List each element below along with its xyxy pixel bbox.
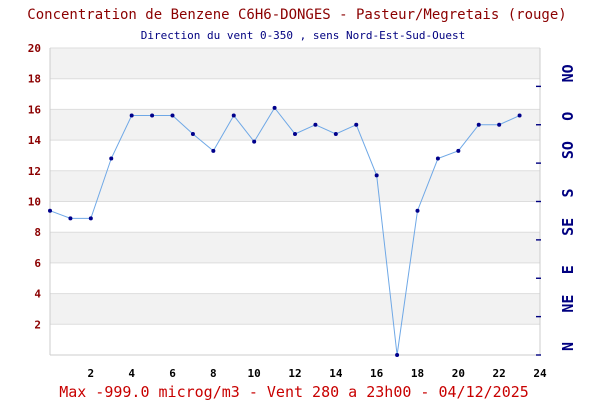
y-tick-label: 20	[28, 42, 41, 55]
direction-tick-label: O	[559, 112, 577, 121]
y-tick-label: 10	[28, 196, 41, 209]
data-point	[456, 148, 461, 153]
y-tick-label: 2	[34, 318, 41, 331]
grid-band	[50, 140, 540, 171]
x-tick-label: 6	[169, 367, 176, 380]
data-point	[293, 131, 297, 136]
data-point	[333, 131, 338, 136]
data-point	[272, 105, 277, 110]
x-tick-label: 10	[248, 367, 261, 380]
data-point	[170, 113, 175, 118]
chart-subtitle: Direction du vent 0-350 , sens Nord-Est-…	[141, 29, 466, 42]
grid-band	[50, 201, 540, 233]
data-point	[517, 113, 522, 118]
x-tick-label: 24	[533, 367, 547, 380]
grid-bands	[50, 47, 540, 355]
grid-band	[50, 78, 540, 110]
data-point	[231, 113, 236, 118]
data-point	[88, 216, 93, 221]
grid-band	[50, 48, 540, 79]
direction-tick-label: SE	[559, 218, 577, 236]
data-point	[374, 173, 379, 178]
data-point	[435, 156, 440, 161]
x-tick-label: 20	[452, 367, 465, 380]
x-tick-label: 22	[493, 367, 506, 380]
y-tick-label: 18	[28, 73, 41, 86]
y-axis-ticks: 2 4 6 8 10 12 14 16 18 20	[28, 42, 42, 331]
y-tick-label: 6	[34, 257, 41, 270]
direction-tick-label: NE	[559, 295, 577, 313]
y-tick-label: 8	[34, 226, 41, 239]
direction-tick-label: NO	[559, 64, 577, 82]
series-line	[49, 106, 520, 356]
data-point	[48, 208, 52, 213]
data-point	[129, 113, 134, 118]
x-tick-label: 14	[329, 367, 343, 380]
direction-tick-label: SO	[559, 141, 577, 159]
data-point	[395, 353, 400, 357]
y-tick-label: 16	[28, 103, 42, 116]
grid-band	[50, 262, 540, 294]
data-point	[476, 122, 481, 127]
grid-band	[50, 324, 540, 355]
data-point	[109, 156, 114, 161]
y-tick-label: 14	[28, 134, 42, 147]
x-tick-label: 2	[88, 367, 95, 380]
data-point	[354, 122, 359, 127]
data-point	[211, 148, 216, 153]
y-tick-label: 4	[34, 288, 41, 301]
data-point	[150, 113, 155, 118]
data-point	[497, 122, 502, 127]
grid-band	[50, 170, 540, 202]
benzene-series	[48, 105, 522, 357]
x-tick-label: 12	[288, 367, 301, 380]
y-tick-label: 12	[28, 165, 41, 178]
direction-tick-label: S	[559, 188, 577, 197]
grid-band	[50, 293, 540, 325]
direction-tick-label: N	[559, 342, 577, 351]
data-point	[190, 131, 195, 136]
chart-title: Concentration de Benzene C6H6-DONGES - P…	[27, 7, 566, 23]
x-tick-label: 8	[210, 367, 217, 380]
data-point	[415, 208, 420, 213]
x-axis-ticks: 2 4 6 8 10 12 14 16 18 20 22 24	[88, 367, 547, 380]
data-point	[313, 122, 318, 127]
direction-tick-label: E	[559, 265, 577, 274]
grid-band	[50, 232, 540, 263]
data-point	[68, 216, 73, 221]
wind-direction-axis: N NE E SE S SO O NO	[536, 64, 577, 356]
x-tick-label: 18	[411, 367, 424, 380]
data-point	[252, 139, 257, 144]
x-tick-label: 16	[370, 367, 384, 380]
x-tick-label: 4	[128, 367, 135, 380]
chart-footer: Max -999.0 microg/m3 - Vent 280 a 23h00 …	[59, 383, 529, 400]
